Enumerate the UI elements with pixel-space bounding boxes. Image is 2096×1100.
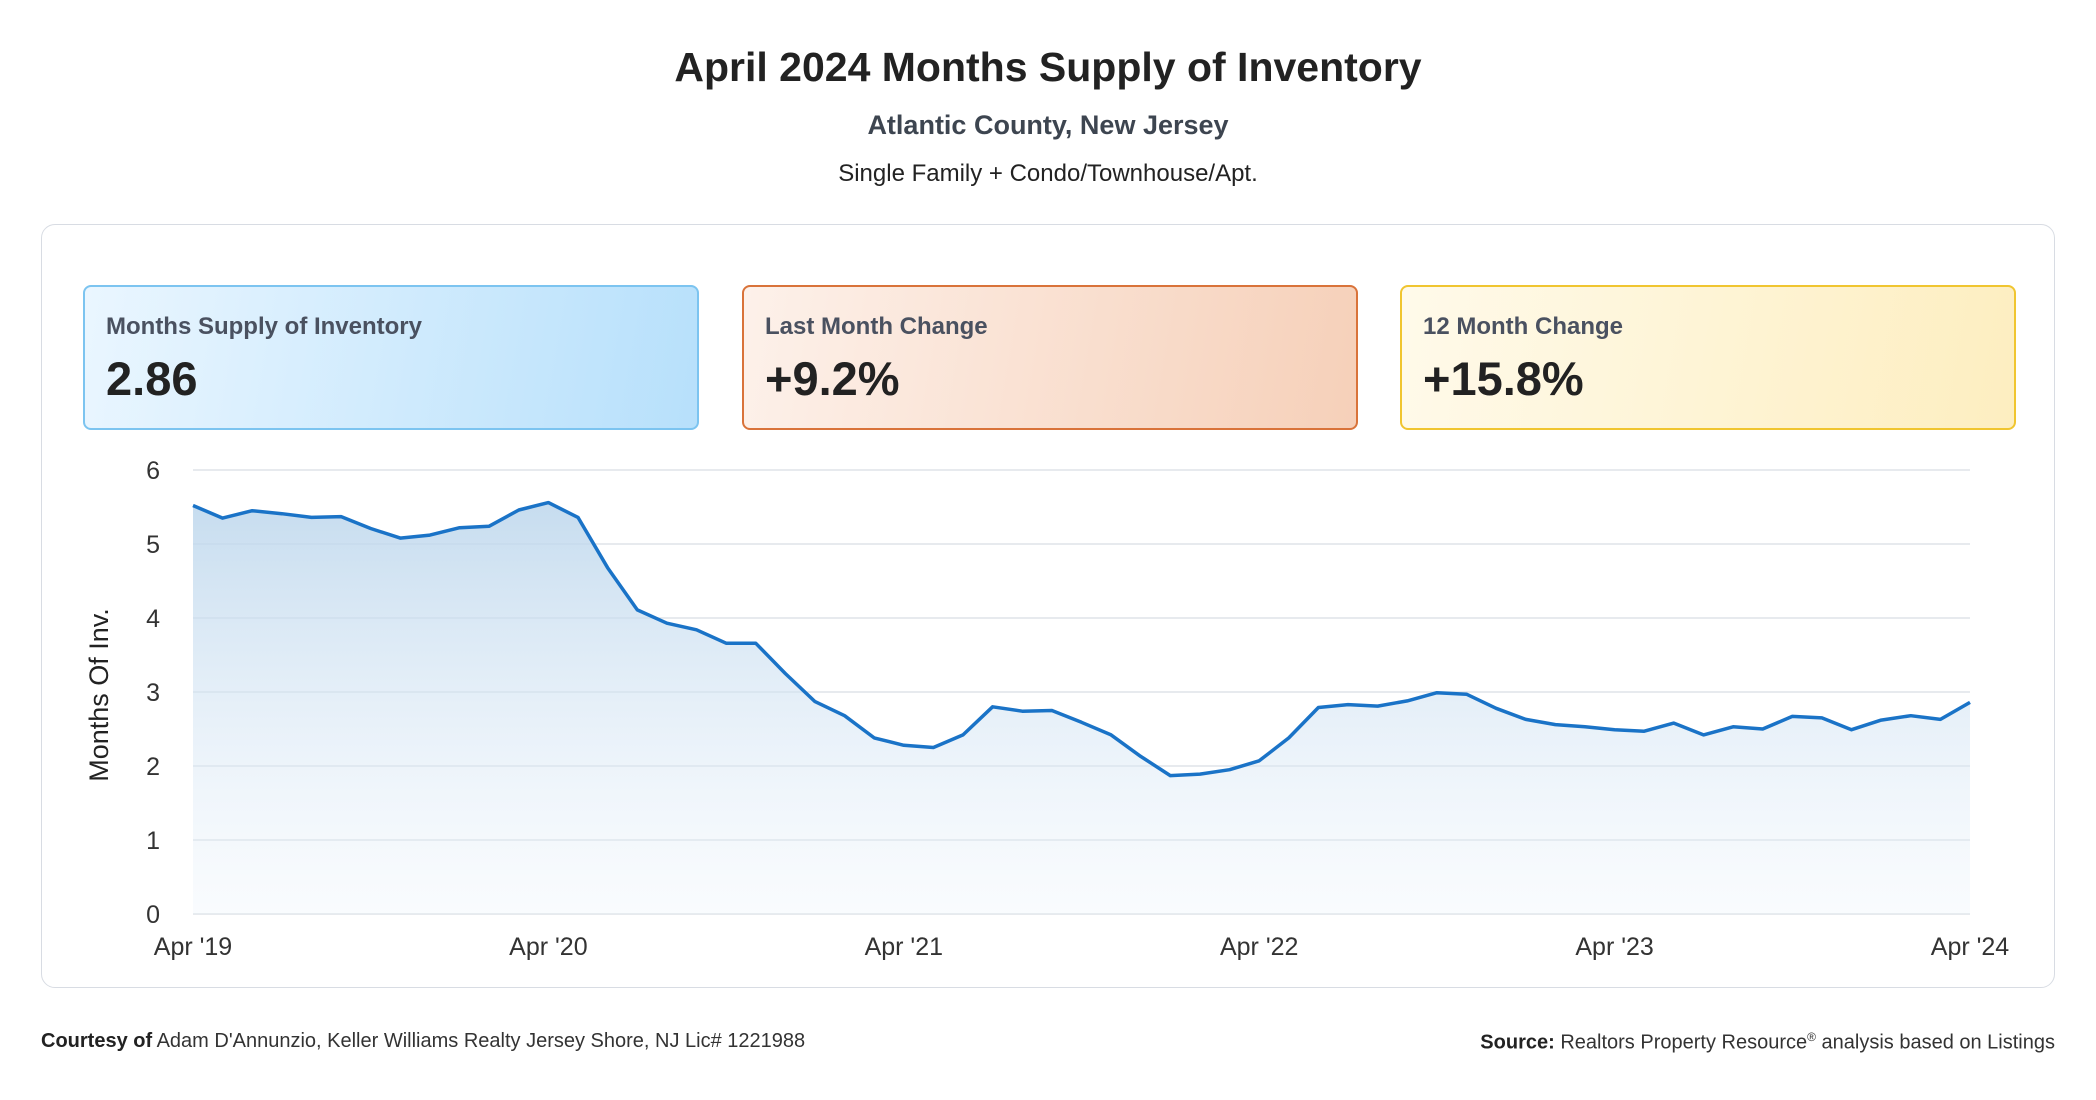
x-tick-label: Apr '20: [509, 933, 587, 961]
months-supply-value: 2.86: [106, 352, 198, 405]
courtesy-text: Adam D'Annunzio, Keller Williams Realty …: [156, 1030, 806, 1052]
y-tick-label: 6: [146, 457, 160, 485]
y-tick-label: 0: [146, 901, 160, 929]
twelve-month-change-value: +15.8%: [1423, 352, 1584, 405]
x-tick-label: Apr '19: [154, 933, 232, 961]
source-label: Source:: [1480, 1031, 1555, 1054]
x-tick-label: Apr '21: [865, 933, 943, 961]
property-types-label: Single Family + Condo/Townhouse/Apt.: [838, 160, 1258, 187]
twelve-month-change-label: 12 Month Change: [1423, 313, 1624, 340]
last-month-change-label: Last Month Change: [765, 313, 988, 340]
twelve-month-change-card: 12 Month Change +15.8%: [1400, 285, 2016, 430]
x-axis-ticks: Apr '19 Apr '20 Apr '21 Apr '22 Apr '23 Apr '…: [154, 933, 2010, 961]
inventory-area: [193, 502, 1970, 914]
y-tick-label: 2: [146, 753, 160, 781]
source-text-1: Realtors Property Resource: [1560, 1031, 1808, 1054]
y-tick-label: 1: [146, 827, 160, 855]
x-tick-label: Apr '24: [1931, 933, 2010, 961]
inventory-series-line: [192, 500, 1971, 778]
y-tick-label: 5: [146, 531, 160, 559]
y-tick-label: 4: [146, 605, 160, 633]
y-axis-label: Months Of Inv.: [84, 608, 114, 782]
courtesy-credit: Courtesy of Adam D'Annunzio, Keller Will…: [41, 1030, 805, 1053]
last-month-change-card: Last Month Change +9.2%: [742, 285, 1358, 430]
months-supply-card: Months Supply of Inventory 2.86: [83, 285, 699, 430]
y-axis-ticks: 0 1 2 3 4 5 6: [146, 457, 160, 929]
x-tick-label: Apr '22: [1220, 933, 1298, 961]
source-text-2: analysis based on Listings: [1821, 1031, 2055, 1054]
page-title: April 2024 Months Supply of Inventory: [674, 44, 1422, 90]
source-credit: Source: Realtors Property Resource® anal…: [1480, 1030, 2055, 1055]
registered-mark: ®: [1807, 1030, 1816, 1044]
location-subtitle: Atlantic County, New Jersey: [867, 110, 1229, 140]
y-tick-label: 3: [146, 679, 160, 707]
courtesy-label: Courtesy of: [41, 1030, 153, 1052]
x-tick-label: Apr '23: [1575, 933, 1653, 961]
last-month-change-value: +9.2%: [765, 352, 900, 405]
months-supply-label: Months Supply of Inventory: [106, 313, 422, 340]
